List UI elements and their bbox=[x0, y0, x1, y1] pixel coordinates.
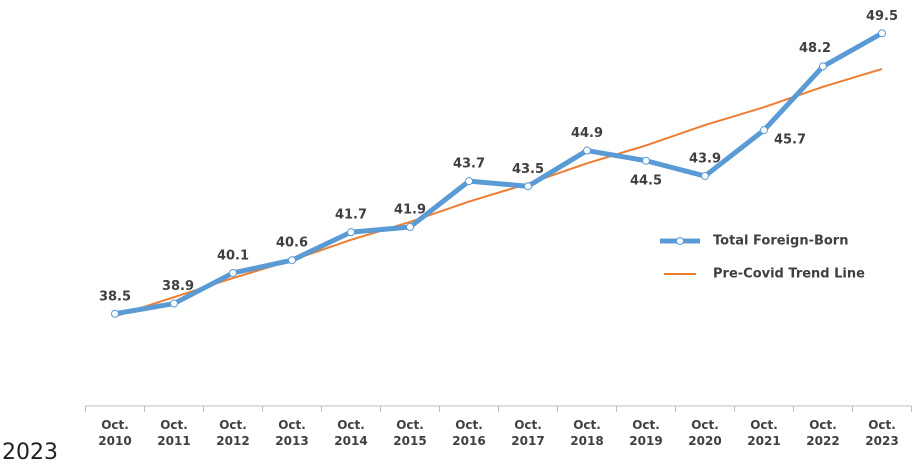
marker bbox=[878, 29, 886, 38]
x-tick-label: Oct. 2015 bbox=[393, 418, 427, 448]
data-label: 38.5 bbox=[99, 289, 131, 304]
marker bbox=[111, 309, 119, 318]
x-tick-label: Oct. 2014 bbox=[334, 418, 368, 448]
x-tick-label: Oct. 2019 bbox=[629, 418, 663, 448]
marker bbox=[524, 182, 532, 191]
x-tick-label: Oct. 2013 bbox=[275, 418, 309, 448]
marker bbox=[229, 268, 237, 277]
data-label: 43.7 bbox=[453, 157, 485, 172]
x-tick-label: Oct. 2017 bbox=[511, 418, 545, 448]
marker bbox=[465, 177, 473, 186]
x-tick-label: Oct. 2010 bbox=[98, 418, 132, 448]
marker bbox=[347, 228, 355, 237]
legend-marker bbox=[676, 237, 684, 245]
data-label: 45.7 bbox=[774, 133, 806, 148]
x-tick-label: Oct. 2018 bbox=[570, 418, 604, 448]
marker bbox=[170, 299, 178, 308]
data-label: 44.5 bbox=[630, 173, 662, 188]
data-label: 43.5 bbox=[512, 162, 544, 177]
marker bbox=[583, 146, 591, 155]
data-label: 48.2 bbox=[799, 41, 831, 56]
series-line bbox=[114, 31, 884, 317]
data-label: 43.9 bbox=[689, 152, 721, 167]
marker bbox=[819, 62, 827, 71]
x-tick-label: Oct. 2012 bbox=[216, 418, 250, 448]
x-tick-label: Oct. 2023 bbox=[865, 418, 899, 448]
series-line bbox=[114, 67, 883, 318]
x-tick-label: Oct. 2022 bbox=[806, 418, 840, 448]
marker bbox=[701, 172, 709, 181]
data-label: 40.1 bbox=[217, 248, 249, 263]
footnote: 2023 bbox=[2, 440, 58, 465]
marker bbox=[288, 256, 296, 265]
x-tick-label: Oct. 2020 bbox=[688, 418, 722, 448]
data-label: 41.9 bbox=[394, 203, 426, 218]
data-label: 44.9 bbox=[571, 126, 603, 141]
marker bbox=[406, 223, 414, 232]
x-tick-label: Oct. 2011 bbox=[157, 418, 191, 448]
data-label: 41.7 bbox=[335, 208, 367, 223]
legend-label: Pre-Covid Trend Line bbox=[713, 267, 865, 282]
data-label: 49.5 bbox=[866, 9, 898, 24]
marker bbox=[760, 126, 768, 135]
x-tick-label: Oct. 2016 bbox=[452, 418, 486, 448]
data-label: 40.6 bbox=[276, 236, 308, 251]
marker bbox=[642, 156, 650, 165]
x-tick-label: Oct. 2021 bbox=[747, 418, 781, 448]
legend-label: Total Foreign-Born bbox=[713, 234, 848, 249]
data-label: 38.9 bbox=[162, 279, 194, 294]
